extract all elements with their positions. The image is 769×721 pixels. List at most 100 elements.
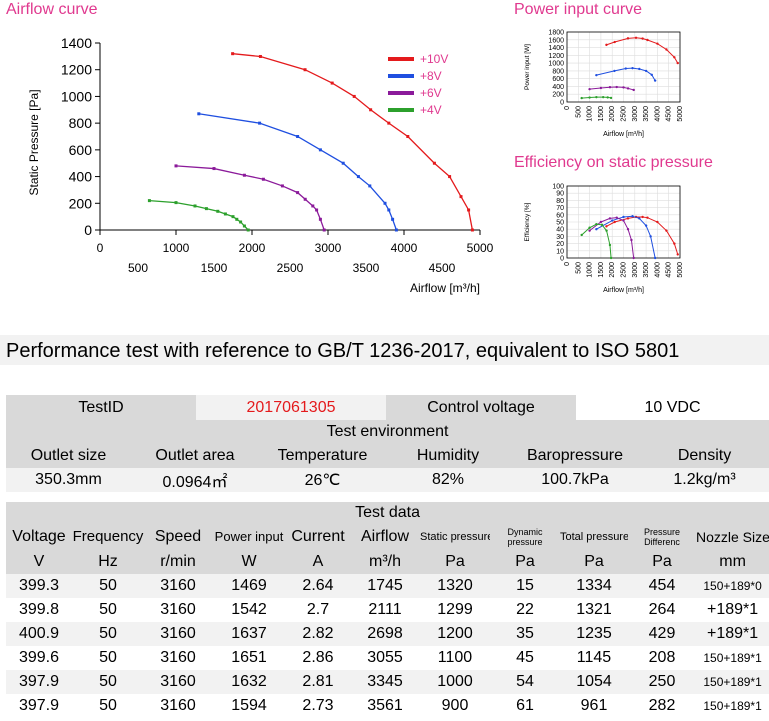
x-tick-label: 2500 [277,261,304,275]
data-point [608,217,612,220]
y-tick-label: 400 [552,84,564,91]
env-header: Humidity [416,447,480,464]
data-point [341,161,345,165]
data-point [665,229,668,232]
table-cell: 150+189*1 [703,699,762,713]
y-tick-label: 1000 [548,61,564,68]
y-tick-label: 200 [552,92,564,99]
data-point [239,220,243,224]
y-tick-label: 0 [560,100,564,107]
x-tick-label: 1500 [201,261,228,275]
data-point [606,96,609,99]
y-tick-label: 400 [69,169,93,185]
table-cell: 54 [516,673,534,690]
data-point [231,215,235,219]
data-point [656,220,659,224]
table-cell: 50 [99,697,117,714]
table-cell: 399.8 [18,601,60,618]
table-cell: 1145 [576,649,612,666]
table-cell: 1235 [576,625,612,642]
data-point [626,87,630,90]
legend-label: +8V [420,69,442,83]
table-cell: 1100 [437,649,473,666]
table-cell: 400.9 [18,625,60,642]
y-tick-label: 1400 [61,35,92,51]
data-point [352,94,356,98]
table-row: 397.9 50 3160 1632 2.81 3345 1000 54 1054 250 150+… [6,670,769,694]
y-tick-label: 30 [556,234,564,241]
table-cell: 2111 [368,601,402,618]
table-cell: 50 [99,601,117,618]
y-tick-label: 100 [552,184,564,191]
x-axis-label: Airflow [m³/h] [603,287,644,294]
y-tick-label: 1000 [61,88,92,104]
x-tick-label: 3000 [632,106,639,122]
env-value: 350.3mm [35,471,102,488]
y-tick-label: 90 [556,191,564,198]
data-point [676,61,679,65]
legend-swatch [388,57,414,61]
data-point [588,226,591,229]
y-tick-label: 800 [552,68,564,75]
x-tick-label: 1500 [598,106,605,122]
y-tick-label: 0 [84,222,92,238]
x-tick-label: 4500 [429,261,456,275]
data-point [626,217,630,220]
table-cell: +189*1 [706,601,759,618]
x-tick-label: 500 [575,106,582,118]
data-point [622,215,625,219]
series-line [606,37,679,64]
data-point [394,228,398,232]
y-tick-label: 1800 [548,30,564,37]
env-value: 100.7kPa [541,471,609,488]
table-cell: 50 [99,649,117,666]
data-point [311,204,315,208]
table-cell: 1637 [231,625,267,642]
table-cell: 399.3 [18,577,60,594]
table-cell: 3561 [367,697,403,714]
table-cell: 397.9 [18,673,60,690]
table-row: 399.6 50 3160 1651 2.86 3055 1100 45 1145 208 150+… [6,646,769,670]
data-point [174,201,178,205]
col-unit: A [312,552,324,570]
data-point [318,148,322,152]
table-cell: 3345 [367,673,403,690]
col-unit: W [241,552,257,570]
table-cell: 15 [516,577,534,594]
col-unit: mm [719,552,746,570]
data-point [258,54,262,58]
table-cell: 1469 [231,577,267,594]
data-point [261,177,265,181]
data-point [580,233,583,237]
data-point [630,238,633,242]
table-cell: 1000 [437,673,473,690]
data-point [204,207,208,211]
data-point [322,228,326,232]
data-point [595,73,598,77]
x-tick-label: 4000 [654,106,661,122]
power-chart-title: Power input curve [514,1,643,18]
data-point [624,67,627,70]
x-tick-label: 5000 [677,262,684,278]
data-point [588,87,591,91]
data-point [622,219,625,222]
table-cell: 45 [516,649,534,666]
data-point [631,66,634,70]
data-point [242,224,246,228]
col-unit: Pa [515,552,535,570]
env-header: Temperature [277,447,368,464]
data-point [650,73,653,76]
col-unit: Pa [445,552,465,570]
table-cell: 2.81 [302,673,334,690]
x-tick-label: 1500 [598,262,605,278]
y-axis-label: Efficiency [%] [524,202,531,241]
legend-label: +10V [420,52,448,66]
data-point [197,112,201,116]
x-tick-label: 0 [564,262,571,266]
table-cell: 50 [99,577,117,594]
data-point [330,81,334,85]
col-header: Voltage [12,527,66,545]
data-point [641,215,644,219]
x-tick-label: 1000 [587,262,594,278]
x-tick-label: 3500 [353,261,380,275]
